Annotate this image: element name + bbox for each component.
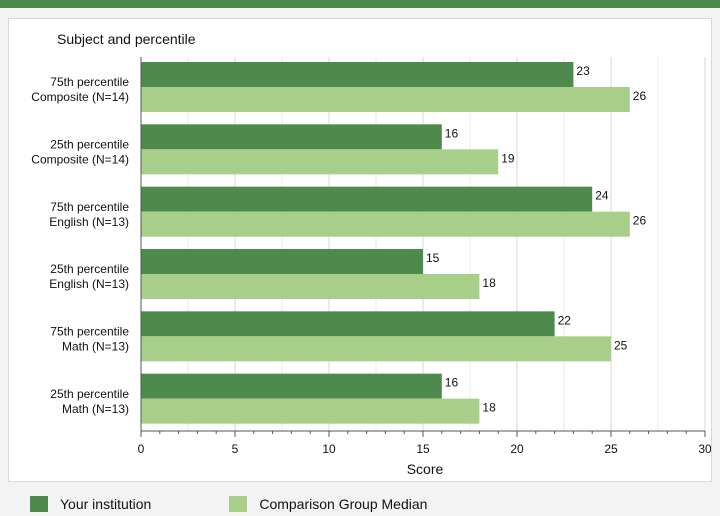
category-label-line: 25th percentile [50,262,129,276]
bar-comparison [141,336,611,362]
bar-comparison [141,211,630,237]
header-accent-bar [0,0,720,8]
gridlines [140,57,706,431]
value-label-comparison: 26 [633,89,647,103]
bar-institution [141,311,555,337]
category-label-line: 75th percentile [50,75,129,89]
bar-chart: 23 26 16 19 24 26 15 18 22 25 16 18 0 5 10 15 20 25 30 75… [31,31,711,477]
value-label-institution: 16 [445,376,459,390]
category-label-line: 75th percentile [50,200,129,214]
category-label-line: 25th percentile [50,387,129,401]
bar-comparison [141,149,499,175]
category-label-line: English (N=13) [49,277,129,291]
category-label-line: Composite (N=14) [31,90,129,104]
bar-comparison [141,274,480,299]
category-label-line: 75th percentile [50,325,129,339]
value-label-comparison: 18 [482,276,496,290]
category-label: 25th percentile English (N=13) [49,262,129,291]
bar-institution [141,62,574,87]
category-label-line: English (N=13) [49,215,129,229]
category-label-line: 25th percentile [50,138,129,152]
bar-institution [141,373,442,399]
bar-comparison [141,398,480,424]
value-label-comparison: 25 [614,338,628,352]
bars: 23 26 16 19 24 26 15 18 22 25 16 18 [141,62,646,424]
chart-panel: 23 26 16 19 24 26 15 18 22 25 16 18 0 5 10 15 20 25 30 75… [8,18,712,482]
value-label-institution: 24 [595,189,609,203]
legend-label-institution: Your institution [60,496,152,512]
value-label-institution: 23 [576,64,590,78]
category-label: 25th percentile Composite (N=14) [31,138,129,167]
bar-institution [141,186,593,212]
category-label-line: Math (N=13) [62,340,129,354]
legend-swatch-institution [30,496,48,512]
x-axis: 0 5 10 15 20 25 30 [138,57,711,456]
legend-label-comparison: Comparison Group Median [259,496,428,512]
x-tick-label: 10 [322,442,336,456]
value-label-institution: 15 [426,251,440,265]
x-axis-title: Score [407,461,444,477]
value-label-comparison: 26 [633,214,647,228]
category-label: 25th percentile Math (N=13) [50,387,129,416]
x-tick-label: 30 [698,442,711,456]
category-labels: 75th percentile Composite (N=14)25th perc… [31,75,129,416]
bar-comparison [141,87,630,112]
category-label-line: Composite (N=14) [31,153,129,167]
x-tick-label: 20 [510,442,524,456]
bar-institution [141,124,442,150]
y-axis-title: Subject and percentile [57,31,196,47]
value-label-institution: 16 [445,126,459,140]
bar-institution [141,249,423,274]
category-label: 75th percentile Composite (N=14) [31,75,129,104]
value-label-comparison: 18 [482,401,496,415]
category-label: 75th percentile English (N=13) [49,200,129,229]
category-label-line: Math (N=13) [62,402,129,416]
legend-swatch-comparison [229,496,248,512]
legend-item-comparison: Comparison Group Median [229,496,427,512]
category-label: 75th percentile Math (N=13) [50,325,129,354]
value-label-comparison: 19 [501,151,515,165]
x-tick-label: 25 [604,442,618,456]
x-tick-label: 0 [138,442,145,456]
legend: Your institution Comparison Group Median [30,494,427,514]
x-tick-label: 15 [416,442,430,456]
x-tick-label: 5 [232,442,239,456]
value-label-institution: 22 [558,313,572,327]
legend-item-institution: Your institution [30,496,151,512]
